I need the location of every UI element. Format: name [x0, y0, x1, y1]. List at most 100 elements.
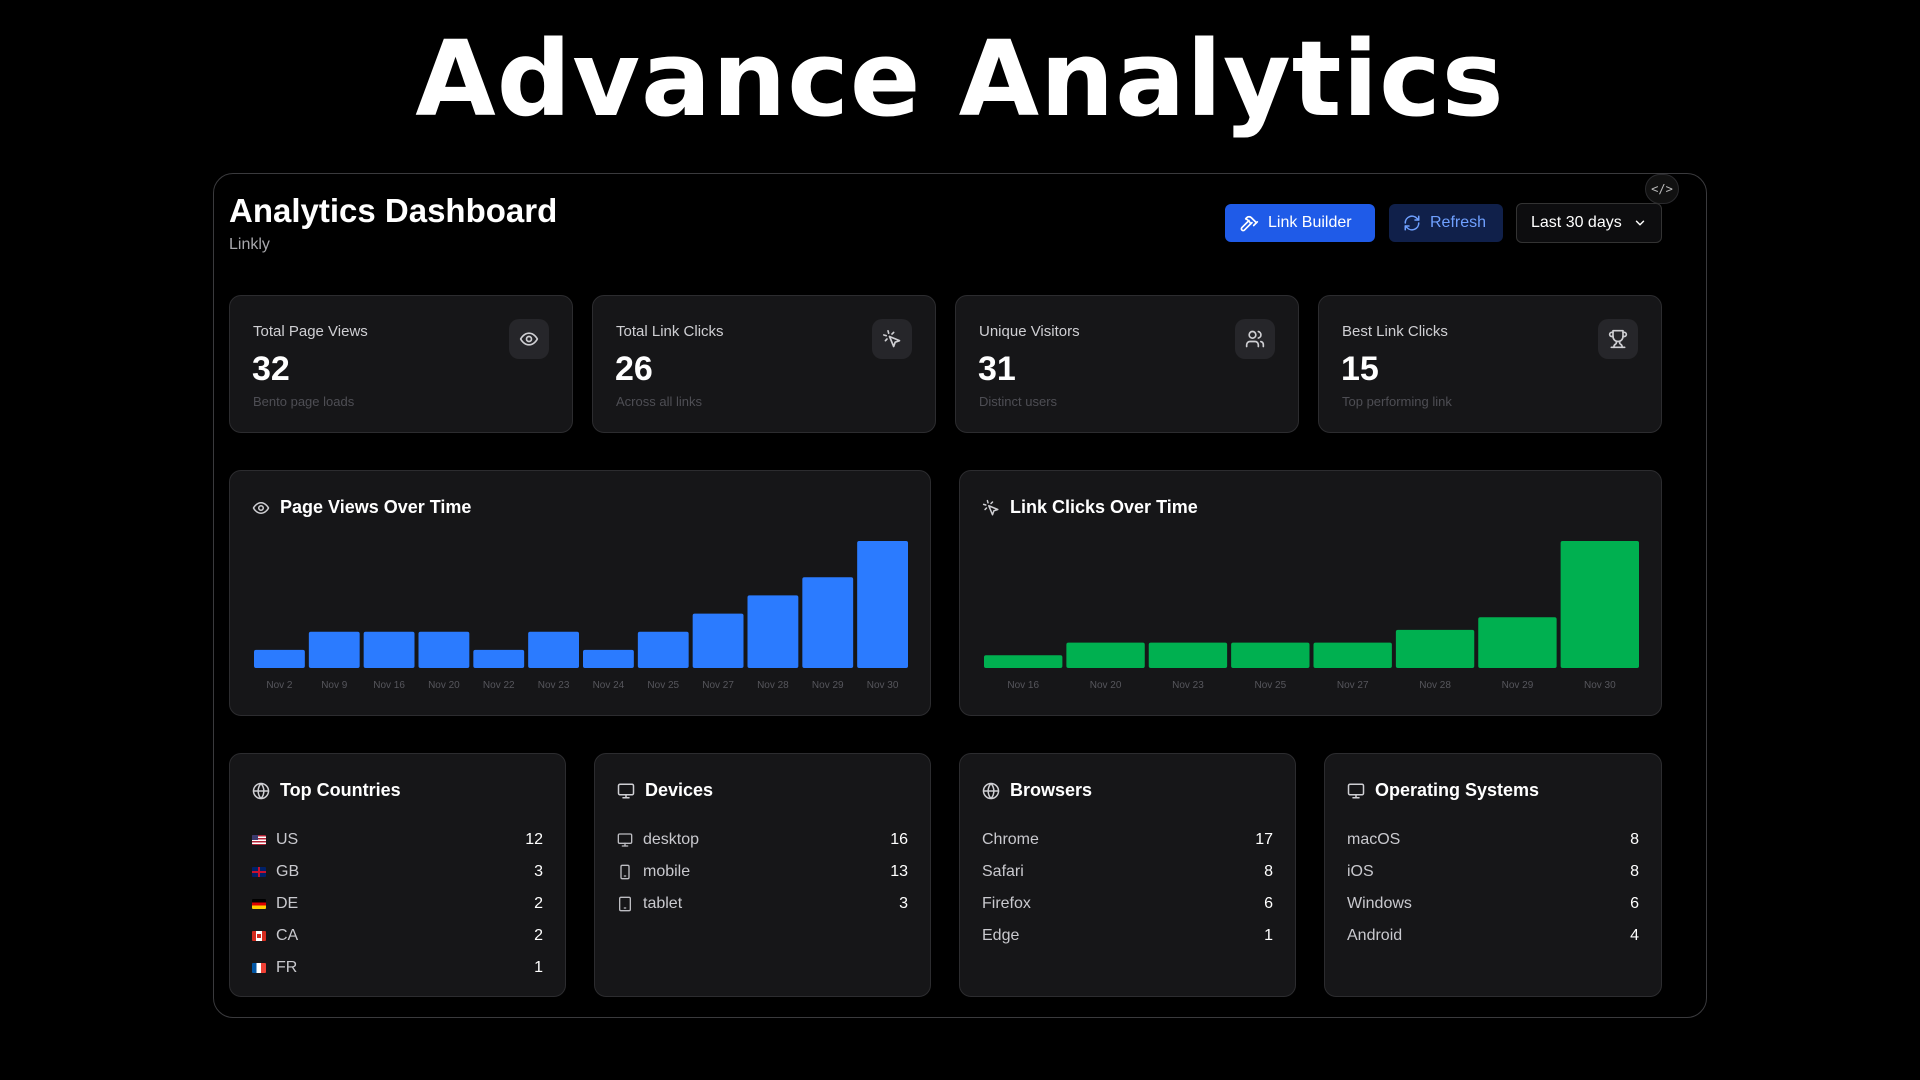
- x-tick-label: Nov 22: [483, 680, 515, 691]
- list-item: FR 1: [252, 952, 543, 984]
- browser-label: Safari: [982, 863, 1024, 880]
- monitor-icon: [1347, 783, 1365, 798]
- x-tick-label: Nov 27: [1337, 680, 1369, 691]
- country-label: FR: [276, 959, 298, 976]
- browsers-list: Chrome 17 Safari 8 Firefox 6 Edge 1: [982, 824, 1273, 952]
- device-count: 3: [899, 895, 908, 912]
- globe-icon: [982, 782, 1000, 799]
- stat-label: Unique Visitors: [979, 323, 1080, 340]
- device-label: desktop: [643, 831, 700, 848]
- stat-value: 26: [615, 350, 653, 388]
- os-label: Android: [1347, 927, 1403, 944]
- panel-title: Browsers: [982, 780, 1092, 801]
- x-tick-label: Nov 29: [812, 680, 844, 691]
- globe-icon: [252, 782, 270, 799]
- os-label: Windows: [1347, 895, 1412, 912]
- link-clicks-chart: Nov 16 Nov 20 Nov 23 Nov 25 Nov 27 Nov 28 Nov …: [984, 541, 1639, 691]
- chart-bar[interactable]: [637, 631, 689, 668]
- list-item: mobile 13: [617, 856, 908, 888]
- stat-hint: Top performing link: [1342, 394, 1452, 409]
- link-builder-label: Link Builder: [1268, 214, 1352, 231]
- os-count: 8: [1630, 831, 1639, 848]
- chart-bar[interactable]: [984, 655, 1063, 668]
- list-item: DE 2: [252, 888, 543, 920]
- chart-bar[interactable]: [802, 577, 854, 668]
- browser-count: 8: [1264, 863, 1273, 880]
- stat-card-link-clicks: Total Link Clicks 26 Across all links: [592, 295, 936, 433]
- chart-bar[interactable]: [747, 595, 799, 668]
- countries-list: US 12 GB 3 DE 2 CA 2 FR 1: [252, 824, 543, 984]
- x-tick-label: Nov 20: [1090, 680, 1122, 691]
- phone-icon: [617, 864, 633, 880]
- country-count: 3: [534, 863, 543, 880]
- devices-panel: Devices desktop 16 mobile 13 tablet 3: [594, 753, 931, 997]
- browser-count: 17: [1255, 831, 1273, 848]
- x-tick-label: Nov 16: [373, 680, 405, 691]
- x-tick-label: Nov 20: [428, 680, 460, 691]
- os-count: 8: [1630, 863, 1639, 880]
- x-tick-label: Nov 29: [1502, 680, 1534, 691]
- de-flag-icon: [252, 899, 266, 909]
- chart-bar[interactable]: [254, 649, 305, 668]
- chart-bar[interactable]: [1560, 541, 1639, 668]
- panel-title-text: Devices: [645, 780, 714, 800]
- chart-title-text: Page Views Over Time: [280, 497, 472, 517]
- chart-bar[interactable]: [363, 631, 415, 668]
- chart-bar[interactable]: [692, 613, 744, 668]
- hero-title: Advance Analytics: [415, 18, 1505, 140]
- chart-bar[interactable]: [1395, 629, 1475, 668]
- hammer-icon: [1240, 215, 1259, 232]
- chart-bar[interactable]: [1148, 642, 1228, 668]
- top-countries-panel: Top Countries US 12 GB 3 DE 2 CA 2 FR 1: [229, 753, 566, 997]
- chart-bar[interactable]: [583, 649, 634, 668]
- stat-label: Total Page Views: [253, 323, 368, 340]
- x-tick-label: Nov 9: [321, 680, 348, 691]
- x-tick-label: Nov 27: [702, 680, 734, 691]
- stat-label: Total Link Clicks: [616, 323, 724, 340]
- sparkle-click-icon: [982, 499, 999, 515]
- users-icon: [1235, 319, 1275, 359]
- panel-title: Top Countries: [252, 780, 401, 801]
- page-title: Analytics Dashboard: [229, 192, 558, 229]
- stat-hint: Across all links: [616, 394, 702, 409]
- list-item: US 12: [252, 824, 543, 856]
- country-label: US: [276, 831, 299, 848]
- os-list: macOS 8 iOS 8 Windows 6 Android 4: [1347, 824, 1639, 952]
- os-count: 4: [1630, 927, 1639, 944]
- x-tick-label: Nov 23: [1172, 680, 1204, 691]
- list-item: Windows 6: [1347, 888, 1639, 920]
- stat-value: 15: [1341, 350, 1379, 388]
- panel-title-text: Top Countries: [280, 780, 401, 800]
- chart-title: Link Clicks Over Time: [982, 497, 1198, 518]
- chart-bar[interactable]: [473, 649, 525, 668]
- link-builder-button[interactable]: Link Builder: [1225, 204, 1375, 242]
- refresh-label: Refresh: [1430, 214, 1487, 231]
- x-tick-label: Nov 28: [757, 680, 789, 691]
- browser-count: 1: [1264, 927, 1273, 944]
- x-tick-label: Nov 28: [1419, 680, 1451, 691]
- x-tick-label: Nov 25: [647, 680, 679, 691]
- list-item: Edge 1: [982, 920, 1273, 952]
- stat-value: 31: [978, 350, 1016, 388]
- country-count: 1: [534, 959, 543, 976]
- stat-label: Best Link Clicks: [1342, 323, 1448, 340]
- tablet-icon: [617, 896, 633, 912]
- chart-bar[interactable]: [1066, 642, 1145, 668]
- page-views-chart-card: Page Views Over Time Nov 2 Nov 9 Nov 16 Nov…: [229, 470, 931, 716]
- os-label: macOS: [1347, 831, 1401, 848]
- refresh-button[interactable]: Refresh: [1389, 204, 1503, 242]
- device-label: tablet: [643, 895, 683, 912]
- stat-card-unique-visitors: Unique Visitors 31 Distinct users: [955, 295, 1299, 433]
- chart-bar[interactable]: [1478, 617, 1557, 668]
- chart-bar[interactable]: [1313, 642, 1392, 668]
- chart-bar[interactable]: [528, 631, 579, 668]
- stat-hint: Bento page loads: [253, 394, 355, 409]
- date-range-select[interactable]: Last 30 days: [1516, 203, 1662, 243]
- chart-bar[interactable]: [418, 631, 470, 668]
- code-toggle-button[interactable]: </>: [1645, 174, 1679, 204]
- country-label: DE: [276, 895, 299, 912]
- chart-bar[interactable]: [308, 631, 360, 668]
- panel-title-text: Operating Systems: [1375, 780, 1540, 800]
- chart-bar[interactable]: [857, 541, 908, 668]
- chart-bar[interactable]: [1231, 642, 1310, 668]
